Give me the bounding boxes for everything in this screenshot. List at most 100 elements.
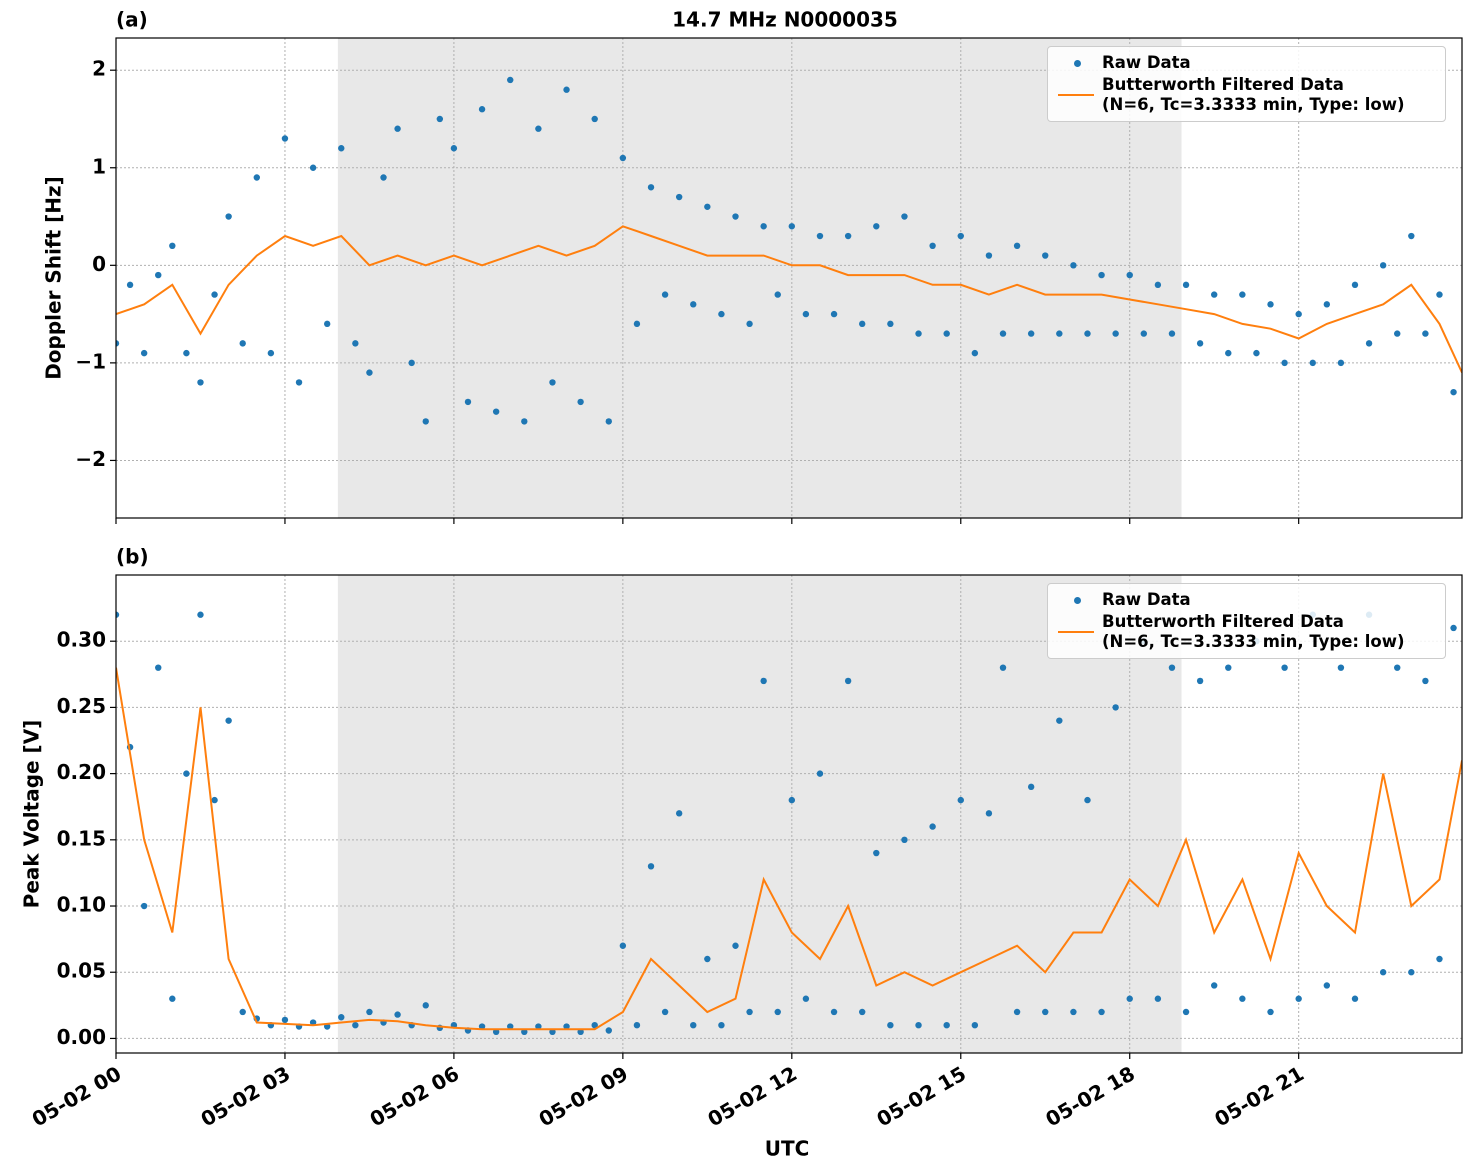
raw-point	[591, 1021, 598, 1029]
y-tick-label: 0.30	[57, 628, 106, 652]
raw-point	[1042, 1008, 1049, 1016]
raw-point	[183, 349, 190, 357]
raw-point	[295, 379, 303, 386]
raw-point	[1056, 717, 1063, 724]
y-tick-label: 2	[92, 57, 106, 81]
raw-point	[1154, 995, 1162, 1002]
raw-point	[901, 213, 908, 220]
legend-label: Butterworth Filtered Data (N=6, Tc=3.333…	[1102, 612, 1405, 651]
raw-point	[1394, 330, 1401, 337]
raw-point	[155, 664, 162, 671]
raw-point	[647, 184, 655, 191]
raw-point	[859, 320, 866, 328]
raw-point	[563, 1023, 570, 1030]
raw-point	[1168, 330, 1176, 337]
raw-point	[1027, 330, 1035, 337]
raw-point	[844, 232, 852, 240]
legend: Raw Data Butterworth Filtered Data (N=6, …	[1047, 46, 1446, 122]
raw-point	[521, 1028, 528, 1036]
raw-point	[394, 1011, 401, 1018]
raw-point	[1098, 1008, 1105, 1016]
legend-line	[1058, 631, 1094, 633]
raw-point	[211, 796, 218, 804]
raw-point	[1351, 995, 1359, 1002]
raw-point	[1211, 291, 1218, 298]
filtered-line	[116, 225, 1462, 374]
raw-point	[394, 125, 401, 132]
raw-point	[1098, 271, 1105, 279]
raw-point	[957, 796, 964, 804]
y-tick-label: 1	[92, 154, 106, 178]
raw-point	[985, 810, 993, 817]
raw-point	[1267, 1008, 1274, 1016]
raw-point	[1196, 677, 1204, 685]
raw-point	[549, 379, 556, 386]
x-axis-label: UTC	[765, 1137, 810, 1161]
raw-point	[169, 995, 176, 1002]
raw-point	[309, 164, 317, 171]
raw-point	[380, 174, 387, 181]
raw-point	[1013, 1008, 1021, 1016]
legend-symbol	[1054, 53, 1102, 73]
raw-point	[507, 1023, 514, 1030]
raw-point	[859, 1008, 866, 1016]
raw-point	[704, 955, 711, 963]
raw-point	[1084, 796, 1091, 804]
y-tick-label: 0.10	[57, 893, 106, 917]
filtered-line	[116, 667, 1462, 1031]
raw-point	[169, 242, 176, 250]
raw-point	[1281, 664, 1288, 671]
raw-point	[1084, 330, 1091, 337]
raw-point	[760, 677, 767, 685]
legend-entry: Raw Data	[1054, 590, 1439, 610]
raw-point	[1450, 388, 1457, 396]
panel-label: (b)	[116, 545, 149, 569]
raw-point	[239, 340, 246, 347]
legend-marker	[1074, 597, 1081, 604]
legend-label: Raw Data	[1102, 53, 1191, 72]
raw-point	[1394, 664, 1401, 671]
raw-point	[943, 1021, 950, 1029]
raw-point	[1056, 330, 1063, 337]
raw-point	[873, 849, 880, 857]
raw-point	[1070, 1008, 1077, 1016]
y-tick-label: −2	[75, 447, 106, 471]
raw-point	[1182, 281, 1190, 289]
raw-point	[116, 340, 120, 347]
legend-label: Butterworth Filtered Data (N=6, Tc=3.333…	[1102, 75, 1405, 114]
raw-point	[1013, 242, 1021, 250]
raw-point	[915, 330, 922, 337]
x-tick-label: 05-02 03	[197, 1061, 295, 1131]
raw-point	[1042, 252, 1049, 259]
raw-point	[577, 398, 584, 406]
raw-point	[1323, 301, 1331, 308]
legend-entry: Raw Data	[1054, 53, 1439, 73]
raw-point	[338, 1014, 345, 1021]
raw-point	[971, 349, 979, 357]
raw-point	[577, 1028, 584, 1036]
raw-point	[1309, 359, 1316, 367]
raw-point	[1422, 677, 1429, 685]
raw-point	[873, 223, 880, 230]
raw-point	[619, 942, 627, 949]
raw-point	[1225, 664, 1232, 671]
raw-point	[999, 330, 1007, 337]
raw-point	[1239, 291, 1246, 298]
raw-point	[1295, 310, 1302, 318]
raw-point	[1351, 281, 1359, 289]
legend: Raw Data Butterworth Filtered Data (N=6, …	[1047, 583, 1446, 659]
raw-point	[901, 836, 908, 844]
y-tick-label: −1	[75, 349, 106, 373]
raw-point	[690, 301, 697, 308]
shaded-span	[337, 38, 1182, 518]
raw-point	[338, 145, 345, 152]
raw-point	[1323, 982, 1331, 989]
raw-point	[830, 310, 838, 318]
raw-point	[1450, 624, 1457, 632]
raw-point	[549, 1028, 556, 1036]
legend-marker	[1074, 60, 1081, 67]
raw-point	[281, 1016, 289, 1024]
raw-point	[507, 76, 514, 84]
